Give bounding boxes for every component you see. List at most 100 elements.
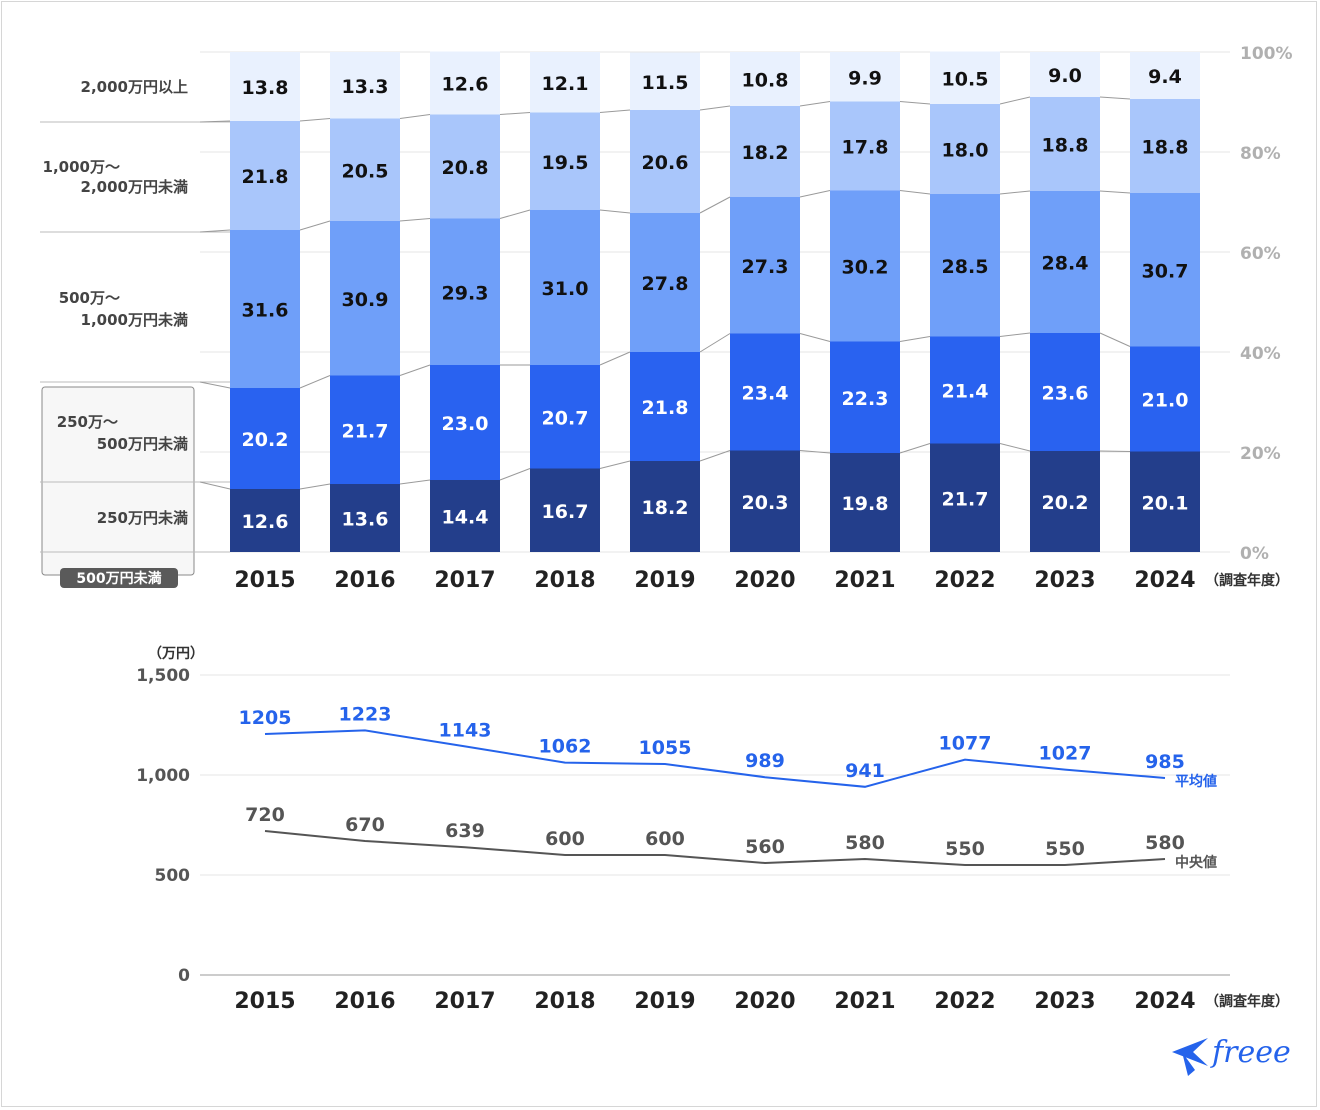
x-tick-label: 2020 [734, 568, 795, 593]
bar-segment [1130, 346, 1200, 452]
bar-segment [830, 453, 900, 552]
x-tick-label: 2018 [534, 568, 595, 593]
connector-line [999, 443, 1031, 452]
bar-segment [930, 443, 1000, 552]
bar-value-label: 18.2 [642, 497, 689, 519]
bar-value-label: 12.6 [242, 511, 289, 533]
y-tick-label: 60% [1240, 244, 1281, 264]
connector-line [999, 190, 1031, 195]
x-tick-label: 2019 [634, 568, 695, 593]
x-tick-label: 2019 [634, 989, 695, 1014]
legend-band4-line2: 2,000万円未満 [81, 178, 188, 196]
bar-segment [1030, 451, 1100, 552]
bar-value-label: 21.4 [942, 381, 989, 403]
x-tick-label: 2021 [834, 568, 895, 593]
bar-segment [1130, 52, 1200, 99]
connector-line [199, 481, 231, 490]
bar-segment [1130, 99, 1200, 193]
bar-value-label: 21.0 [1142, 390, 1189, 412]
bar-segment [430, 480, 500, 552]
bar-value-label: 20.6 [642, 152, 689, 174]
y-tick-label: 40% [1240, 344, 1281, 364]
bar-segment [730, 197, 800, 334]
bar-value-label: 20.2 [242, 429, 289, 451]
bar-value-label: 20.5 [342, 160, 389, 182]
bar-value-label: 10.8 [742, 70, 789, 92]
bottom-y-unit: （万円） [148, 646, 204, 662]
bar-segment [530, 365, 600, 469]
bar-segment [930, 51, 1000, 104]
connector-line [1099, 190, 1131, 194]
series-name-label: 平均値 [1175, 773, 1217, 790]
x-tick-label: 2024 [1134, 989, 1195, 1014]
bar-value-label: 12.1 [542, 73, 589, 95]
bar-segment [330, 484, 400, 552]
point-value-label: 560 [745, 836, 785, 858]
bar-value-label: 17.8 [842, 137, 889, 159]
connector-line [599, 209, 631, 214]
bar-value-label: 14.4 [442, 507, 489, 529]
bottom-x-unit: （調査年度） [1205, 993, 1289, 1010]
bar-value-label: 28.4 [1042, 253, 1089, 275]
point-value-label: 720 [245, 804, 285, 826]
bar-segment [830, 101, 900, 191]
bar-value-label: 22.3 [842, 388, 889, 410]
bar-segment [930, 104, 1000, 194]
bar-value-label: 23.6 [1042, 383, 1089, 405]
connector-line [299, 118, 331, 122]
bar-value-label: 18.2 [742, 142, 789, 164]
point-value-label: 1062 [539, 736, 592, 758]
bar-segment [430, 114, 500, 219]
connector-line [399, 218, 431, 222]
bar-segment [1030, 333, 1100, 451]
x-tick-label: 2015 [234, 989, 295, 1014]
y-tick-label: 0% [1240, 544, 1269, 564]
bar-segment [1030, 52, 1100, 97]
series-name-label: 中央値 [1175, 854, 1217, 871]
connector-line [499, 468, 531, 481]
point-value-label: 1143 [439, 719, 492, 741]
bar-segment [630, 461, 700, 552]
bar-segment [630, 352, 700, 461]
y-tick-label: 500 [155, 866, 191, 886]
point-value-label: 580 [845, 832, 885, 854]
connector-line [199, 120, 231, 123]
connector-line [799, 190, 831, 198]
bar-value-label: 28.5 [942, 256, 989, 278]
y-tick-label: 1,500 [136, 666, 190, 686]
bar-segment [330, 375, 400, 484]
bar-value-label: 23.0 [442, 413, 489, 435]
y-tick-label: 20% [1240, 444, 1281, 464]
freee-logo: freee [1172, 1035, 1291, 1076]
x-tick-label: 2017 [434, 568, 495, 593]
connector-line [899, 190, 931, 195]
legend-top-label: 2,000万円以上 [81, 78, 188, 96]
bar-segment [230, 52, 300, 121]
bar-segment [530, 112, 600, 210]
bar-segment [1030, 191, 1100, 333]
point-value-label: 985 [1145, 751, 1185, 773]
bar-value-label: 11.5 [642, 72, 689, 94]
x-tick-label: 2024 [1134, 568, 1195, 593]
connector-line [1099, 332, 1131, 347]
bar-segment [230, 388, 300, 489]
point-value-label: 989 [745, 750, 785, 772]
series-line [264, 830, 1166, 866]
bird-icon [1172, 1038, 1208, 1076]
legend-band2-line1: 250万〜 [57, 413, 118, 431]
bar-segment [330, 52, 400, 119]
bar-value-label: 18.8 [1142, 137, 1189, 159]
connector-line [699, 450, 731, 462]
bar-value-label: 30.2 [842, 257, 889, 279]
bar-segment [330, 221, 400, 376]
connector-line [999, 332, 1031, 337]
bar-value-label: 19.5 [542, 152, 589, 174]
y-tick-label: 100% [1240, 44, 1293, 64]
bar-value-label: 21.8 [242, 166, 289, 188]
x-tick-label: 2023 [1034, 568, 1095, 593]
bar-segment [430, 51, 500, 115]
x-tick-label: 2015 [234, 568, 295, 593]
connector-line [1099, 96, 1131, 100]
